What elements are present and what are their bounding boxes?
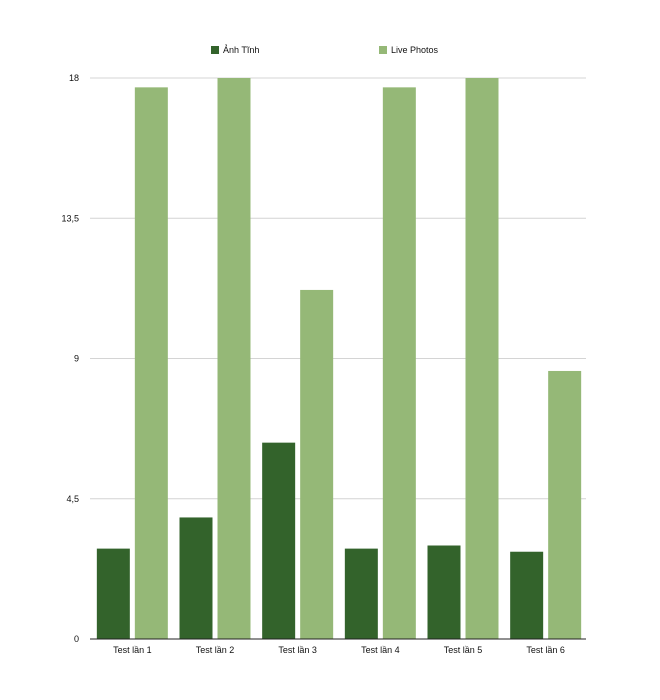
y-tick-label: 4,5 [66, 494, 79, 504]
bar-anh-tinh-1 [96, 548, 130, 639]
x-axis-ticks: Test lần 1 Test lần 2 Test lần 3 Test lần 4… [113, 645, 565, 655]
legend-swatch-anh-tinh [211, 46, 219, 54]
bar-anh-tinh-2 [179, 517, 213, 639]
legend: Ảnh Tĩnh Live Photos [211, 44, 439, 55]
bar-live-photos-1 [134, 87, 168, 640]
bar-anh-tinh-4 [344, 548, 378, 639]
bar-live-photos-3 [300, 289, 334, 639]
bar-anh-tinh-3 [262, 442, 296, 639]
x-tick-label: Test lần 1 [113, 645, 152, 655]
bar-live-photos-6 [548, 370, 582, 639]
x-tick-label: Test lần 5 [444, 645, 483, 655]
y-tick-label: 13,5 [61, 213, 79, 223]
legend-label-live-photos: Live Photos [391, 45, 439, 55]
x-tick-label: Test lần 4 [361, 645, 400, 655]
bar-live-photos-5 [465, 78, 499, 639]
bar-anh-tinh-5 [427, 545, 461, 639]
grid-lines [90, 77, 586, 500]
y-tick-label: 0 [74, 634, 79, 644]
y-axis-ticks: 0 4,5 9 13,5 18 [61, 73, 79, 644]
legend-label-anh-tinh: Ảnh Tĩnh [223, 44, 259, 55]
bar-live-photos-4 [382, 87, 416, 640]
legend-swatch-live-photos [379, 46, 387, 54]
bar-anh-tinh-6 [510, 551, 544, 639]
bar-live-photos-2 [217, 78, 251, 639]
bars [96, 78, 582, 640]
x-tick-label: Test lần 3 [278, 645, 317, 655]
x-tick-label: Test lần 2 [196, 645, 235, 655]
y-tick-label: 18 [69, 73, 79, 83]
y-tick-label: 9 [74, 354, 79, 364]
x-tick-label: Test lần 6 [526, 645, 565, 655]
